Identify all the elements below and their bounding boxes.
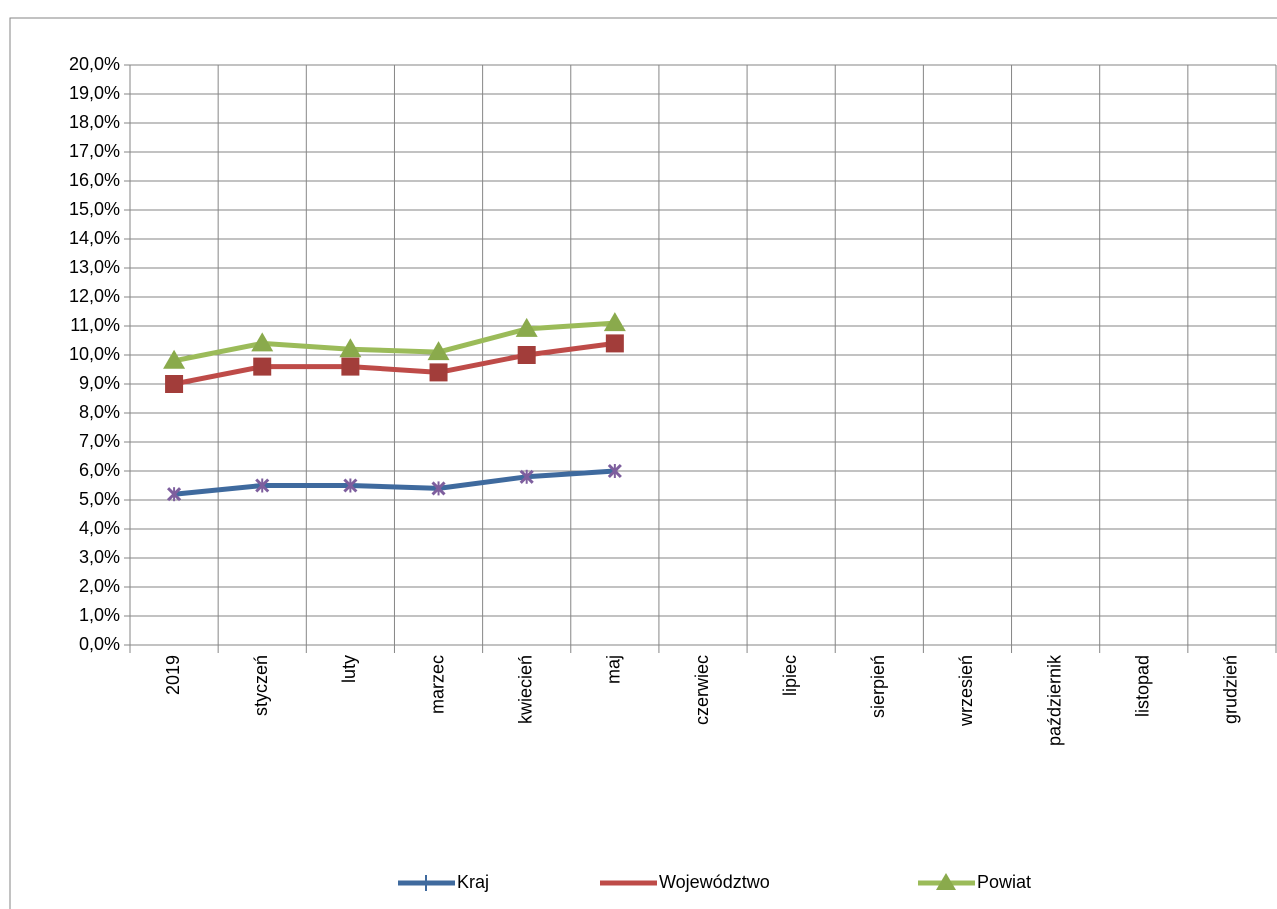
y-tick-label: 17,0% bbox=[69, 141, 120, 161]
y-tick-label: 5,0% bbox=[79, 489, 120, 509]
marker bbox=[429, 363, 448, 382]
x-tick-label: marzec bbox=[427, 655, 447, 714]
marker bbox=[515, 317, 538, 337]
marker bbox=[519, 469, 534, 484]
series-line bbox=[173, 320, 616, 364]
y-tick-label: 11,0% bbox=[70, 315, 120, 335]
marker bbox=[603, 312, 626, 332]
x-tick-label: październik bbox=[1044, 654, 1064, 746]
x-tick-label: sierpień bbox=[868, 655, 888, 718]
series-line bbox=[173, 340, 616, 387]
marker bbox=[255, 478, 270, 493]
legend-marker bbox=[936, 873, 956, 890]
y-tick-label: 6,0% bbox=[79, 460, 120, 480]
marker bbox=[253, 357, 272, 376]
x-tick-label: wrzesień bbox=[956, 655, 976, 727]
marker bbox=[165, 375, 184, 393]
x-tick-label: czerwiec bbox=[692, 655, 712, 725]
y-tick-label: 16,0% bbox=[69, 170, 120, 190]
marker bbox=[431, 481, 446, 496]
marker bbox=[607, 463, 622, 479]
marker bbox=[251, 332, 274, 352]
marker bbox=[343, 478, 358, 493]
x-tick-label: listopad bbox=[1133, 655, 1153, 717]
y-tick-label: 4,0% bbox=[79, 518, 120, 538]
marker bbox=[517, 346, 536, 364]
marker bbox=[339, 338, 362, 358]
x-tick-label: styczeń bbox=[251, 655, 271, 716]
y-tick-label: 9,0% bbox=[79, 373, 120, 393]
x-tick-label: kwiecień bbox=[515, 655, 535, 724]
y-tick-label: 10,0% bbox=[69, 344, 120, 364]
x-tick-label: lipiec bbox=[780, 655, 800, 696]
series-line bbox=[173, 468, 616, 497]
y-tick-label: 18,0% bbox=[69, 112, 120, 132]
marker bbox=[427, 341, 450, 361]
y-tick-label: 15,0% bbox=[69, 199, 120, 219]
y-tick-label: 1,0% bbox=[79, 605, 120, 625]
legend-label: Powiat bbox=[977, 872, 1031, 892]
y-tick-label: 3,0% bbox=[79, 547, 120, 567]
y-tick-label: 12,0% bbox=[69, 286, 120, 306]
marker bbox=[167, 487, 182, 502]
marker bbox=[163, 349, 186, 369]
chart-border bbox=[9, 17, 1277, 909]
y-tick-label: 20,0% bbox=[69, 54, 120, 74]
marker bbox=[341, 357, 360, 376]
x-tick-label: luty bbox=[339, 655, 359, 683]
x-tick-label: grudzień bbox=[1221, 655, 1241, 724]
x-tick-label: 2019 bbox=[163, 655, 183, 695]
y-tick-label: 13,0% bbox=[69, 257, 120, 277]
y-tick-label: 0,0% bbox=[79, 634, 120, 654]
legend-label: Kraj bbox=[457, 872, 489, 892]
y-tick-label: 8,0% bbox=[79, 402, 120, 422]
y-tick-label: 2,0% bbox=[79, 576, 120, 596]
y-tick-label: 14,0% bbox=[69, 228, 120, 248]
marker bbox=[605, 334, 624, 353]
y-tick-label: 19,0% bbox=[69, 83, 120, 103]
y-tick-label: 7,0% bbox=[79, 431, 120, 451]
legend-label: Województwo bbox=[659, 872, 770, 892]
x-tick-label: maj bbox=[604, 655, 624, 684]
